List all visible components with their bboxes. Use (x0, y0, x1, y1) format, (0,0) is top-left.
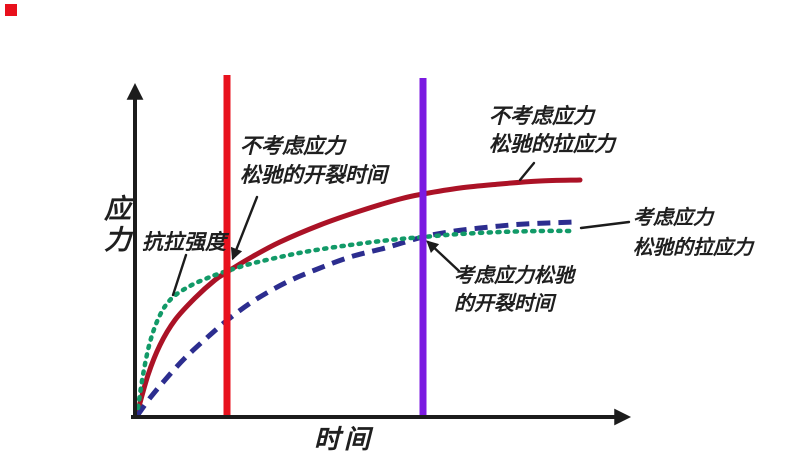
leader-arrow-line (426, 240, 461, 273)
series-solid (134, 177, 583, 417)
annotation-line: 考虑应力 (633, 205, 713, 229)
annotation-line: 松驰的拉应力 (633, 235, 753, 259)
annotation-line: 松驰的开裂时间 (240, 161, 387, 187)
reference-lines-layer (223, 75, 427, 417)
leader-line (579, 220, 631, 230)
leader-line (518, 161, 536, 182)
annotation-crack-time-no-relax: 不考虑应力 松驰的开裂时间 (240, 132, 387, 190)
leader-arrow-line (230, 195, 259, 261)
series-dashed (134, 219, 578, 418)
x-axis-label: 时间 (314, 425, 375, 455)
annotation-line: 不考虑应力 (240, 133, 345, 158)
series-dotted (135, 228, 578, 411)
connectors-layer (171, 161, 631, 297)
annotation-line: 不考虑应力 (489, 103, 594, 128)
annotation-line: 松驰的拉应力 (489, 130, 615, 156)
annotation-tensile-with-relax: 考虑应力 松驰的拉应力 (633, 202, 753, 262)
series-layer (134, 177, 583, 418)
axes-layer (126, 82, 632, 426)
annotation-tensile-no-relax: 不考虑应力 松驰的拉应力 (489, 102, 615, 158)
leader-line (171, 253, 188, 297)
annotation-line: 考虑应力松驰 (454, 263, 574, 287)
y-axis-label: 应力 (99, 194, 131, 256)
annotation-crack-time-with-relax: 考虑应力松驰 的开裂时间 (454, 261, 574, 318)
annotation-line: 的开裂时间 (454, 291, 554, 316)
tensile-strength-label: 抗拉强度 (142, 229, 226, 254)
red-corner-marker (5, 4, 17, 16)
